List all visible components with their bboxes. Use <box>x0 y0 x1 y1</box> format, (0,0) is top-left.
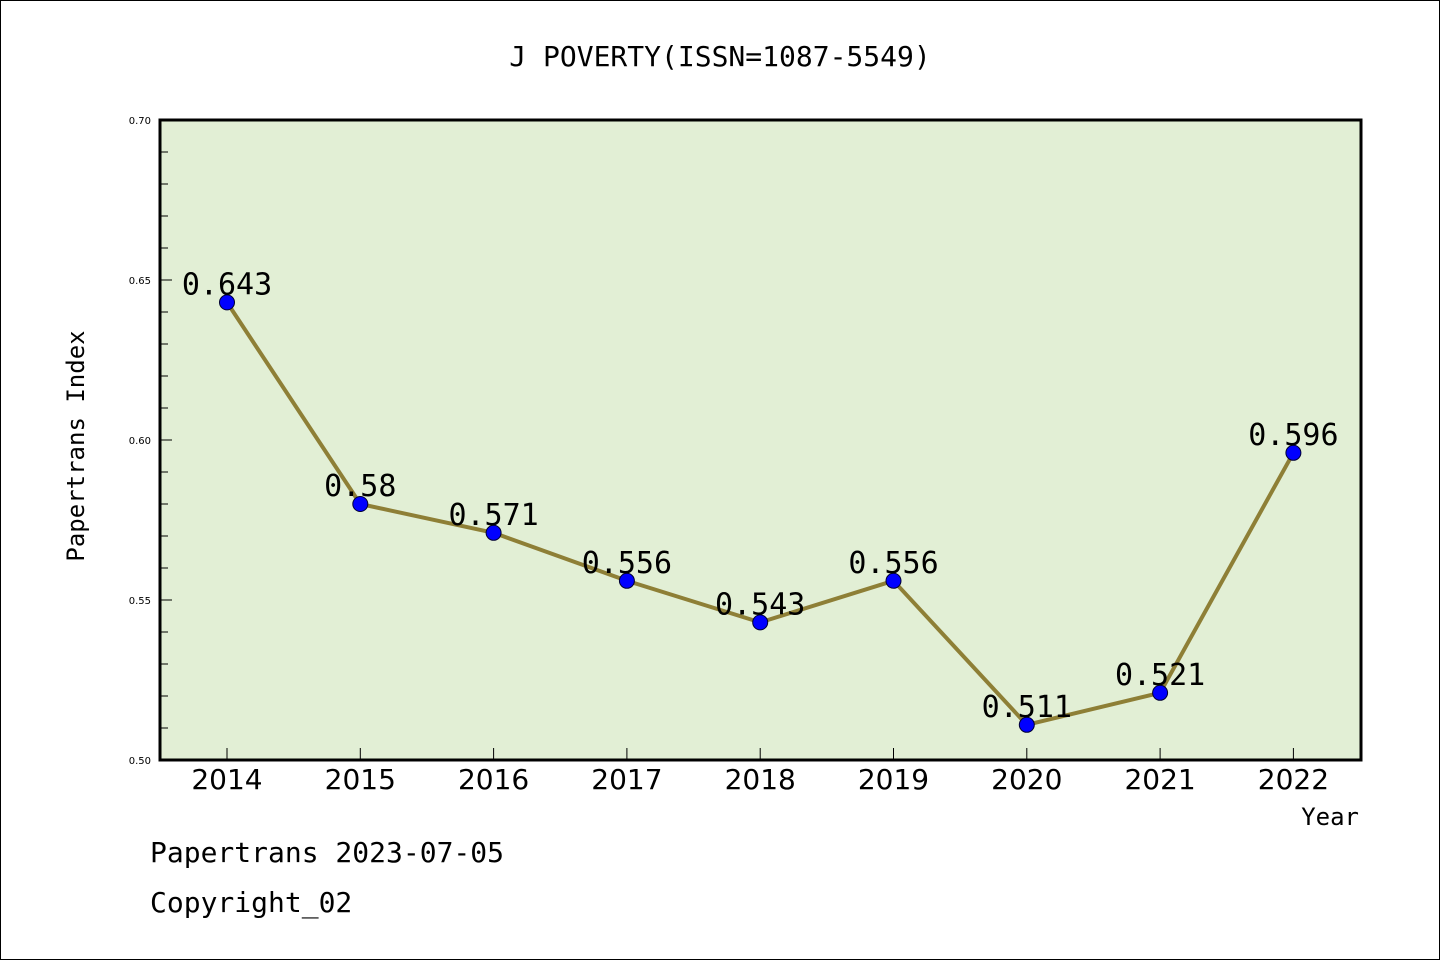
y-tick-label: 0.70 <box>129 116 151 127</box>
footer-copyright: Copyright_02 <box>150 886 353 919</box>
x-tick-label: 2016 <box>458 763 529 796</box>
y-tick-label: 0.65 <box>129 276 151 287</box>
x-tick-label: 2017 <box>591 763 662 796</box>
y-tick-label: 0.50 <box>129 756 151 767</box>
y-tick-label: 0.55 <box>129 596 151 607</box>
data-label: 0.511 <box>982 690 1072 725</box>
x-tick-label: 2018 <box>725 763 796 796</box>
y-tick-label: 0.60 <box>129 436 151 447</box>
data-label: 0.543 <box>715 587 805 622</box>
data-label: 0.596 <box>1248 418 1338 453</box>
x-axis-ticks <box>226 748 1294 760</box>
x-tick-label: 2022 <box>1258 763 1329 796</box>
y-axis-tick-labels: 0.50 0.55 0.60 0.65 0.70 <box>129 116 151 767</box>
data-label: 0.58 <box>324 469 396 504</box>
y-axis-label: Papertrans Index <box>62 330 90 561</box>
series-markers <box>219 294 1302 733</box>
data-point-marker <box>885 572 902 589</box>
data-point-marker <box>1018 716 1035 733</box>
plot-area <box>158 118 1363 762</box>
data-label: 0.521 <box>1115 658 1205 693</box>
data-point-marker <box>1285 444 1302 461</box>
x-tick-label: 2021 <box>1124 763 1195 796</box>
data-point-marker <box>618 572 635 589</box>
data-point-marker <box>485 524 502 541</box>
data-point-marker <box>219 294 235 311</box>
data-label: 0.556 <box>582 546 672 581</box>
data-label: 0.556 <box>848 546 938 581</box>
data-point-marker <box>352 496 369 512</box>
footer-date: Papertrans 2023-07-05 <box>150 836 505 869</box>
data-point-marker <box>752 614 769 631</box>
data-label: 0.571 <box>448 498 538 533</box>
x-tick-label: 2019 <box>858 763 929 796</box>
data-label: 0.643 <box>182 267 272 302</box>
x-axis-label: Year <box>1301 803 1359 831</box>
chart-title: J POVERTY(ISSN=1087-5549) <box>509 40 930 73</box>
y-axis-ticks <box>160 151 172 729</box>
data-point-marker <box>1152 684 1169 701</box>
x-tick-label: 2020 <box>991 763 1062 796</box>
data-labels: 0.643 0.58 0.571 0.556 0.543 0.556 0.511 0.521 0… <box>182 267 1339 724</box>
x-axis-tick-labels: 2014 2015 2016 2017 2018 2019 2020 2021 2022 <box>191 763 1329 796</box>
x-tick-label: 2015 <box>325 763 396 796</box>
x-tick-label: 2014 <box>191 763 262 796</box>
